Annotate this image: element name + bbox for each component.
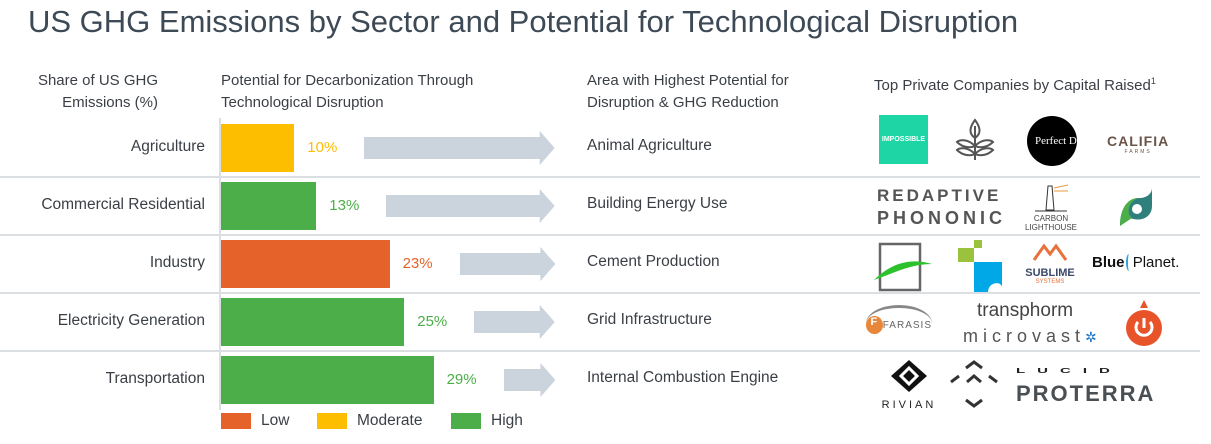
transphorm-logo: transphorm bbox=[977, 300, 1074, 321]
row-divider bbox=[0, 176, 1200, 178]
bar-4 bbox=[221, 356, 434, 404]
arrow-icon bbox=[474, 305, 555, 339]
logo-text: LIGHTHOUSE bbox=[1024, 223, 1077, 232]
header-potential: Potential for Decarbonization Through Te… bbox=[221, 70, 473, 114]
logo-text: Perfect Day bbox=[1035, 134, 1088, 147]
value-label: 23% bbox=[402, 255, 433, 272]
arrow-icon bbox=[386, 189, 555, 223]
chevrons-logo-icon bbox=[950, 360, 998, 408]
plant-logo-icon bbox=[955, 118, 995, 160]
logo-text: FARASIS bbox=[882, 319, 932, 331]
carbon-lighthouse-logo: CARBON LIGHTHOUSE bbox=[1020, 182, 1082, 232]
legend-label: High bbox=[491, 412, 523, 429]
area-label: Animal Agriculture bbox=[587, 137, 712, 154]
impossible-logo: IMPOSSIBLE bbox=[879, 115, 928, 164]
legend-swatch bbox=[317, 413, 347, 429]
proterra-logo: PROTERRA bbox=[1016, 381, 1156, 406]
power-logo-icon bbox=[1126, 300, 1162, 346]
arrow-icon bbox=[503, 363, 555, 397]
legend-item: Low bbox=[221, 412, 289, 430]
logo-text: Planet. bbox=[1132, 254, 1180, 271]
blocks-wave-logo-icon bbox=[958, 240, 1002, 292]
area-label: Grid Infrastructure bbox=[587, 311, 712, 328]
logo-text: Blue bbox=[1092, 254, 1125, 271]
bar-axis bbox=[219, 118, 221, 410]
header-line: Technological Disruption bbox=[221, 94, 384, 111]
square-leaf-logo-icon bbox=[874, 242, 932, 292]
logo-text: microvast bbox=[963, 326, 1086, 346]
legend-label: Low bbox=[261, 412, 290, 429]
area-label: Internal Combustion Engine bbox=[587, 369, 779, 386]
bar-1 bbox=[221, 182, 317, 230]
value-label: 29% bbox=[446, 371, 477, 388]
bar-3 bbox=[221, 298, 405, 346]
area-label: Building Energy Use bbox=[587, 195, 728, 212]
rivian-logo: RIVIAN bbox=[878, 358, 940, 411]
header-share: Share of US GHG Emissions (%) bbox=[34, 70, 158, 114]
row-divider bbox=[0, 234, 1200, 236]
header-line: Potential for Decarbonization Through bbox=[221, 72, 474, 89]
califia-logo: CALIFIA FARMS bbox=[1107, 133, 1169, 155]
legend-swatch bbox=[221, 413, 251, 429]
sector-label: Transportation bbox=[105, 370, 205, 387]
header-line: Emissions (%) bbox=[62, 94, 158, 111]
sublime-logo: SUBLIME SYSTEMS bbox=[1025, 240, 1075, 285]
legend-item: High bbox=[451, 412, 523, 430]
area-label: Cement Production bbox=[587, 253, 720, 270]
header-line: Top Private Companies by Capital Raised bbox=[874, 77, 1151, 94]
legend-label: Moderate bbox=[357, 412, 423, 429]
page-title: US GHG Emissions by Sector and Potential… bbox=[28, 4, 1019, 39]
footnote-marker: 1 bbox=[1150, 76, 1156, 86]
redaptive-logo: REDAPTIVE bbox=[877, 186, 1002, 205]
value-label: 10% bbox=[307, 139, 338, 156]
bar-0 bbox=[221, 124, 295, 172]
leaf-logo-icon bbox=[1120, 188, 1152, 226]
mountain-icon bbox=[1032, 243, 1068, 261]
arrow-icon bbox=[459, 247, 555, 281]
logo-text: SUBLIME bbox=[1025, 267, 1075, 279]
microvast-logo: microvast✲ bbox=[963, 326, 1102, 347]
sector-label: Industry bbox=[149, 254, 205, 271]
header-companies: Top Private Companies by Capital Raised1 bbox=[874, 70, 1156, 97]
perfect-day-logo: Perfect Day bbox=[1027, 116, 1088, 166]
legend-swatch bbox=[451, 413, 481, 429]
logo-text: CARBON bbox=[1033, 214, 1069, 223]
farasis-logo: F FARASIS bbox=[866, 305, 932, 342]
logo-text: CALIFIA bbox=[1107, 133, 1170, 149]
value-label: 13% bbox=[329, 197, 360, 214]
logo-text: IMPOSSIBLE bbox=[881, 136, 926, 143]
logo-text: SYSTEMS bbox=[1035, 279, 1065, 285]
header-line: Share of US GHG bbox=[37, 72, 158, 89]
dots-icon: ✲ bbox=[1085, 329, 1102, 345]
lighthouse-icon bbox=[1035, 184, 1069, 212]
rivian-diamond-icon bbox=[891, 360, 927, 392]
sector-label: Electricity Generation bbox=[57, 312, 205, 329]
header-line: Disruption & GHG Reduction bbox=[587, 94, 779, 111]
sector-label: Commercial Residential bbox=[41, 196, 205, 213]
blue-planet-logo: Blue Planet. bbox=[1092, 254, 1179, 271]
value-label: 25% bbox=[417, 313, 448, 330]
row-divider bbox=[0, 350, 1200, 352]
arrow-icon bbox=[364, 131, 555, 165]
header-line: Area with Highest Potential for bbox=[587, 72, 789, 89]
logo-text: RIVIAN bbox=[881, 399, 937, 411]
header-area: Area with Highest Potential for Disrupti… bbox=[587, 70, 789, 114]
bar-2 bbox=[221, 240, 390, 288]
row-divider bbox=[0, 292, 1200, 294]
sector-label: Agriculture bbox=[130, 138, 205, 155]
lucid-logo: LUCID bbox=[1016, 366, 1122, 375]
legend-item: Moderate bbox=[317, 412, 422, 430]
logo-text: FARMS bbox=[1124, 149, 1152, 155]
phononic-logo: PHONONIC bbox=[877, 208, 1007, 228]
